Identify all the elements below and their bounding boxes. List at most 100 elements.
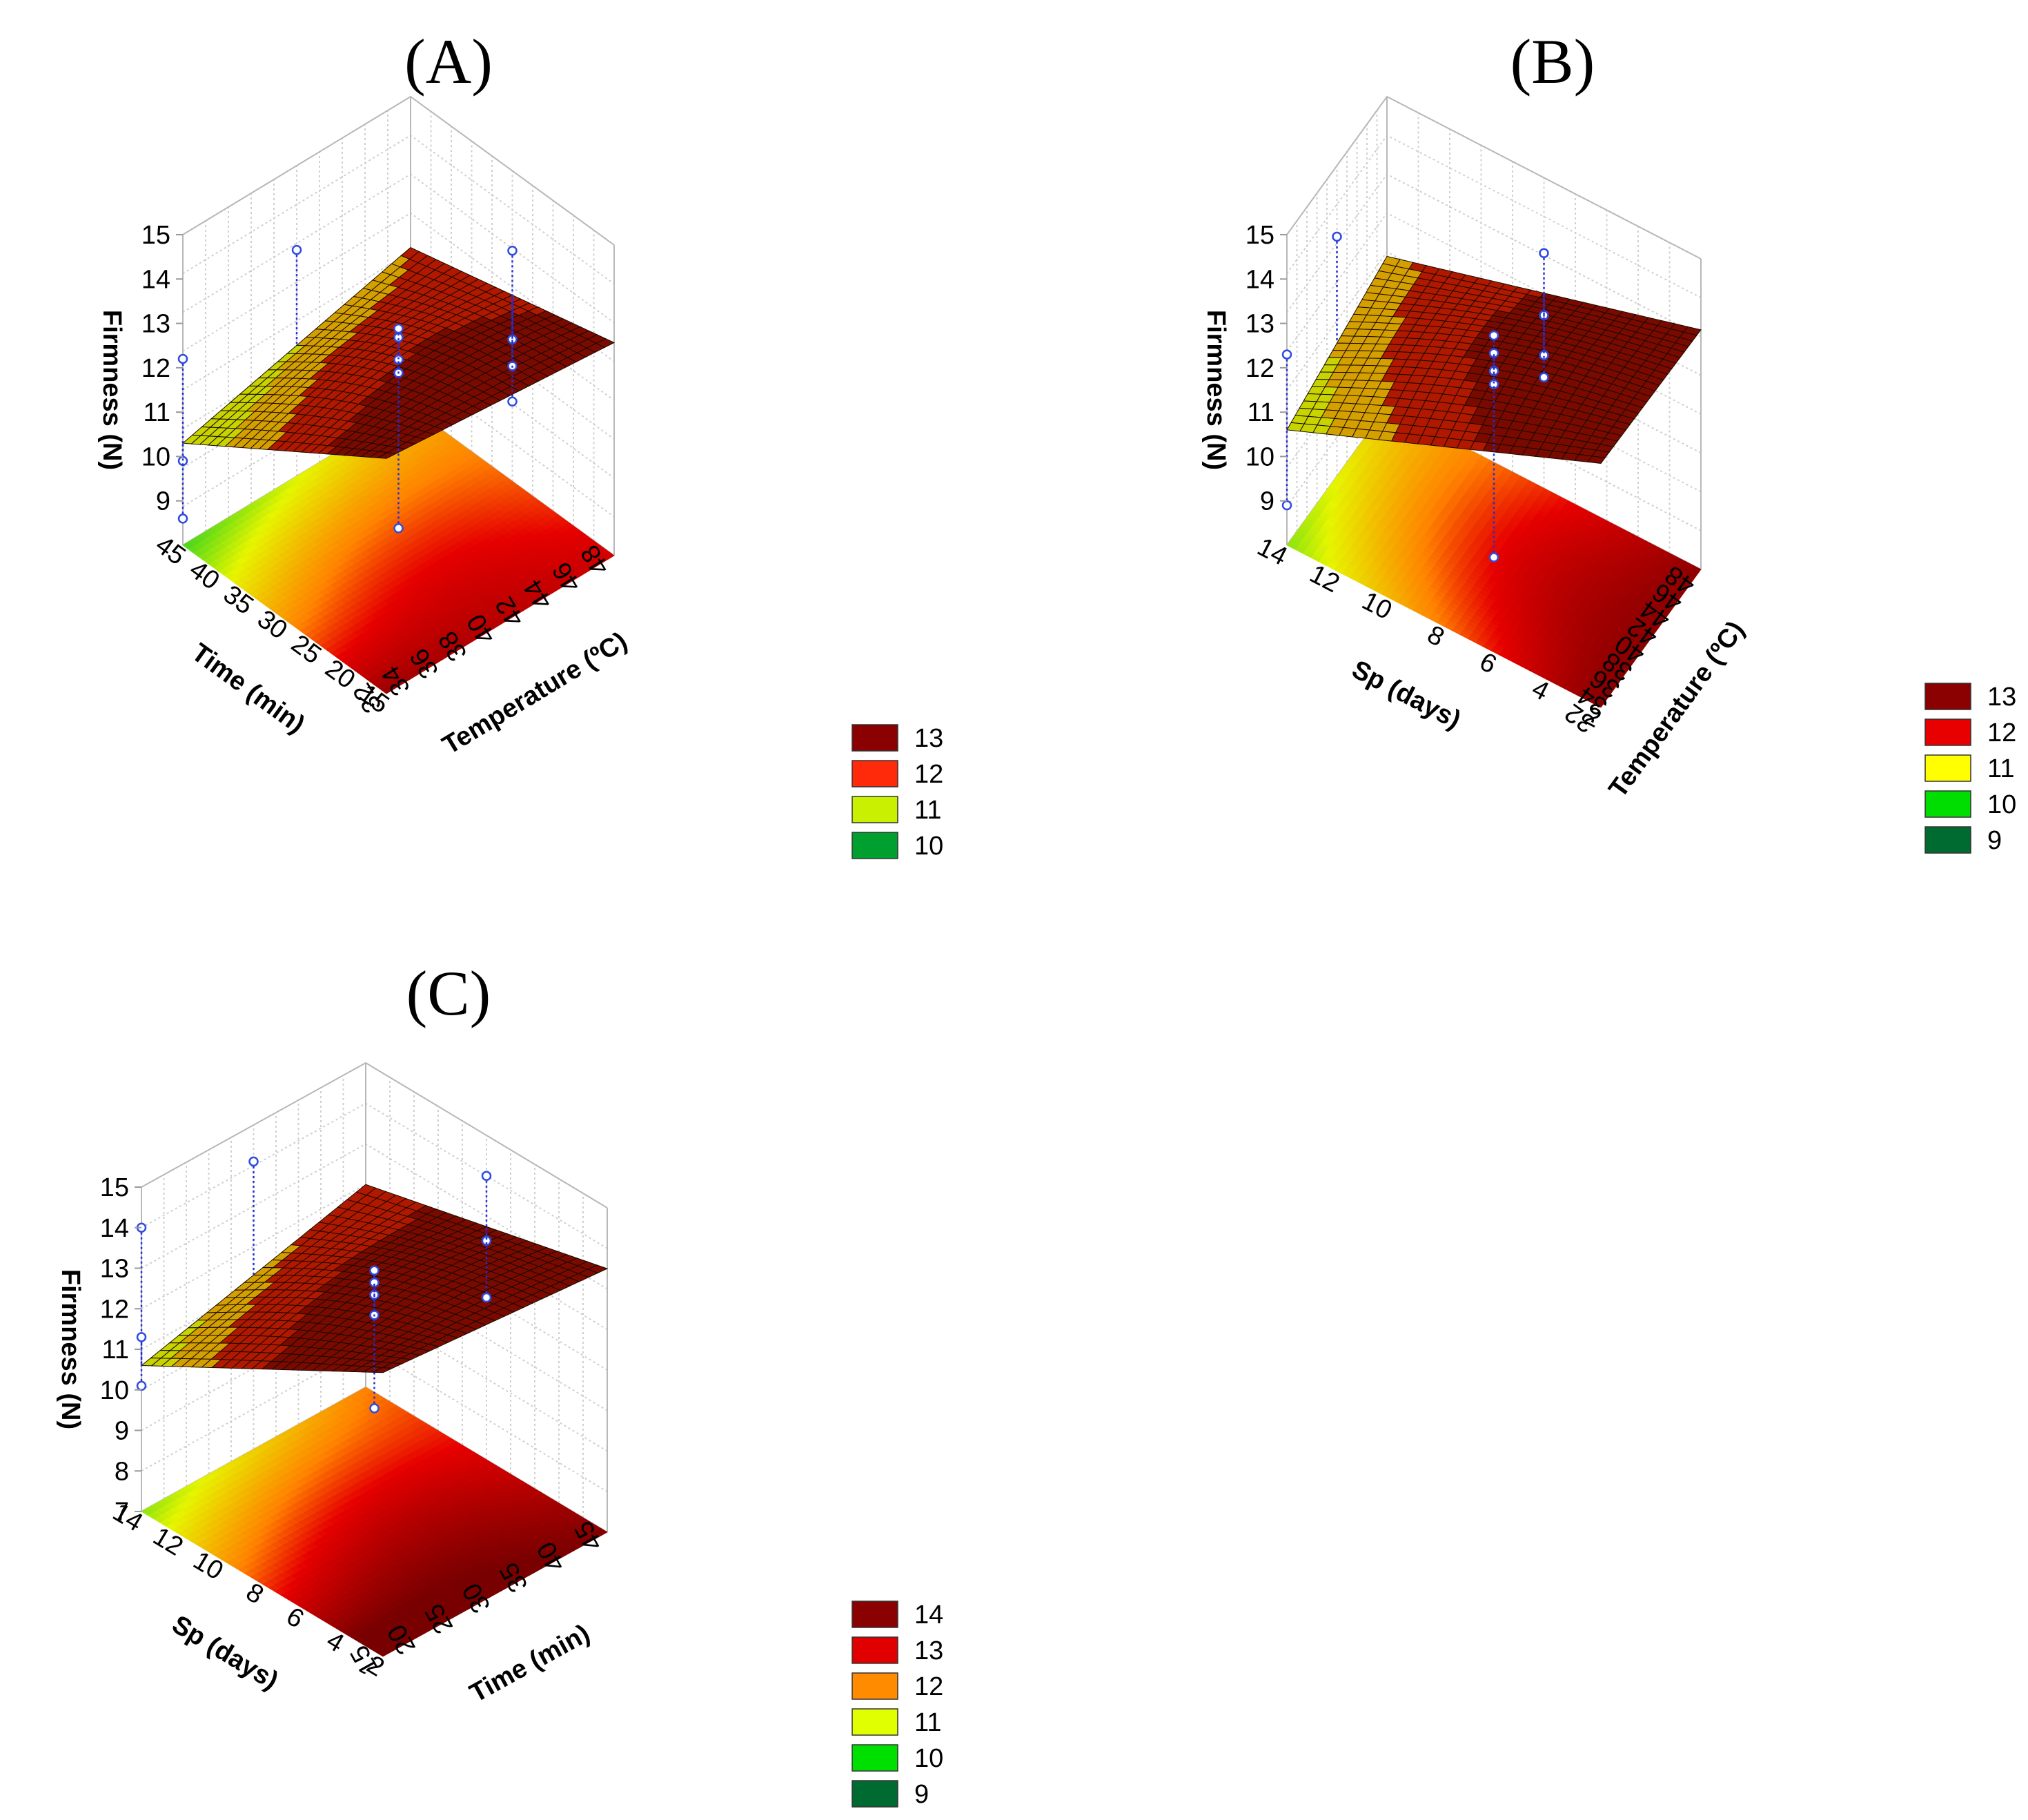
z-tick-label: 13 [1246,310,1274,339]
data-point [1488,552,1499,562]
legend-label: 14 [914,1601,943,1630]
legend-label: 9 [914,1780,929,1809]
data-point [1539,350,1549,360]
z-tick-label: 11 [102,1335,129,1364]
z-tick-label: 9 [1260,487,1274,516]
data-point [136,1332,147,1342]
legend-swatch [1924,826,1971,854]
legend-label: 12 [914,760,943,789]
legend-swatch [851,1636,898,1664]
legend-label: 12 [914,1672,943,1701]
z-tick-label: 15 [141,221,170,250]
z-tick-label: 12 [141,354,170,383]
panel-c-z-ticks: 15 14 13 12 11 10 9 8 7 [100,1173,141,1527]
z-tick-label: 9 [115,1417,129,1446]
z-axis-title: Firmness (N) [97,310,126,470]
panel-a-z-ticks: 15 14 13 12 11 10 9 [141,221,183,516]
legend-swatch [851,1708,898,1736]
legend-label: 13 [1987,683,2016,712]
panel-b-legend: 13 12 11 10 9 [1924,683,2016,855]
panel-c-legend: 14 13 12 11 10 9 [851,1601,943,1809]
legend-label: 13 [914,1636,943,1665]
z-tick-label: 15 [1246,221,1274,250]
legend-label: 10 [1987,790,2016,819]
panel-b-z-ticks: 15 14 13 12 11 10 9 [1246,221,1287,516]
panel-c-contour-floor [141,1387,608,1657]
legend-label: 13 [914,724,943,753]
legend-label: 10 [914,1744,943,1773]
z-tick-label: 10 [141,442,170,471]
data-point [136,1380,147,1391]
z-tick-label: 12 [1246,354,1274,383]
legend-label: 11 [914,796,941,825]
data-point [1539,372,1549,383]
z-tick-label: 11 [1248,398,1274,427]
legend-swatch [851,1780,898,1808]
data-point [177,353,188,364]
data-point [1332,231,1342,242]
legend-swatch [851,724,898,752]
legend-swatch [1924,683,1971,710]
z-tick-label: 13 [100,1255,129,1284]
data-point [393,523,404,534]
data-point [177,513,188,524]
z-tick-label: 14 [100,1214,129,1243]
data-point [1539,248,1549,259]
data-point [481,1235,492,1246]
legend-swatch [851,760,898,787]
legend-label: 10 [914,832,943,861]
data-point [393,323,404,334]
panel-b-contour-floor [1286,407,1702,708]
data-point [1488,330,1499,341]
z-tick-label: 10 [100,1376,129,1405]
legend-swatch [851,832,898,859]
z-tick-label: 13 [141,310,170,339]
z-tick-label: 14 [141,265,170,294]
data-point [1281,500,1292,511]
legend-swatch [851,796,898,823]
z-tick-label: 8 [115,1457,129,1486]
data-point [1488,379,1499,390]
z-tick-label: 12 [100,1295,129,1324]
legend-label: 12 [1987,718,2016,747]
z-tick-label: 14 [1246,265,1274,294]
panel-a-points [177,244,518,534]
panel-a-title: (A) [404,26,493,97]
panel-c-title: (C) [406,958,491,1028]
panel-b-surface [1286,255,1702,464]
panel-b-points [1281,231,1549,562]
z-tick-label: 9 [156,487,170,516]
panel-c-surface [140,1184,609,1373]
z-tick-label: 10 [1246,442,1274,471]
legend-swatch [851,1672,898,1700]
data-point [481,1171,492,1181]
legend-swatch [1924,790,1971,818]
legend-label: 11 [1987,754,2014,783]
legend-swatch [1924,754,1971,782]
z-tick-label: 11 [144,398,170,427]
panel-c-points [136,1156,492,1413]
legend-swatch [851,1601,898,1628]
data-point [248,1156,259,1167]
z-axis-title: Firmness (N) [1201,310,1230,470]
panel-a-legend: 13 12 11 10 [851,724,943,861]
data-point [291,244,302,255]
legend-label: 11 [914,1708,941,1737]
legend-swatch [1924,718,1971,746]
data-point [369,1403,380,1413]
data-point [481,1292,492,1303]
legend-swatch [851,1744,898,1772]
data-point [1281,349,1292,360]
data-point [507,245,518,256]
z-tick-label: 7 [115,1498,129,1527]
z-axis-title: Firmness (N) [56,1269,85,1429]
panel-b-title: (B) [1510,26,1595,97]
legend-label: 9 [1987,826,2002,855]
data-point [369,1265,380,1275]
z-tick-label: 15 [100,1173,129,1202]
data-point [507,396,518,407]
